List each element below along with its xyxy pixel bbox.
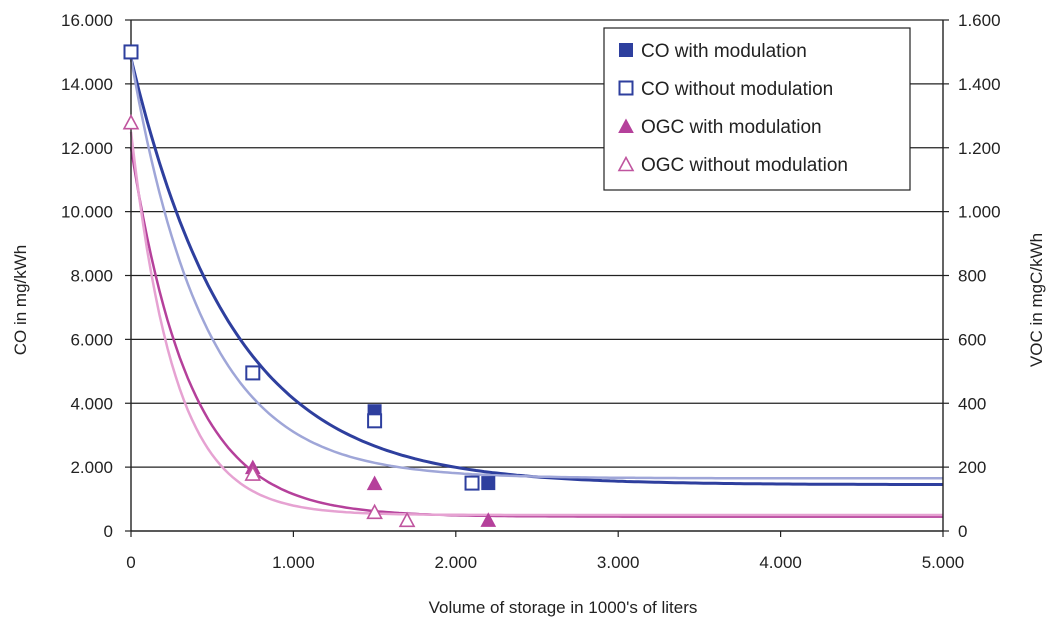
x-tick-label: 2.000 (435, 553, 478, 572)
x-axis-title: Volume of storage in 1000's of liters (429, 598, 698, 617)
y-right-tick-label: 1.400 (958, 75, 1001, 94)
y-right-tick-label: 0 (958, 522, 967, 541)
y-left-tick-label: 0 (104, 522, 113, 541)
trendline (129, 131, 943, 517)
data-point (398, 511, 416, 528)
y-left-tick-label: 8.000 (70, 267, 113, 286)
y-right-axis-title: VOC in mgC/kWh (1027, 233, 1046, 367)
y-right-tick-label: 400 (958, 394, 986, 413)
x-tick-label: 0 (126, 553, 135, 572)
legend-box (603, 27, 911, 191)
y-left-tick-labels: 0 2.000 4.000 6.000 8.000 10.000 12.000 14.000 1… (61, 11, 131, 541)
data-point (122, 114, 140, 130)
y-right-tick-label: 1.200 (958, 139, 1001, 158)
data-point (245, 365, 261, 381)
data-point (366, 475, 383, 491)
y-right-tick-label: 1.000 (958, 203, 1001, 222)
x-tick-labels: 0 1.000 2.000 3.000 4.000 5.000 (126, 531, 964, 572)
data-point (481, 476, 496, 491)
y-left-tick-label: 16.000 (61, 11, 113, 30)
data-point (480, 512, 497, 527)
legend-marker (619, 43, 633, 57)
y-left-tick-label: 12.000 (61, 139, 113, 158)
y-right-tick-label: 600 (958, 330, 986, 349)
legend-marker (618, 80, 634, 96)
legend-entry: OGC without modulation (641, 155, 848, 176)
y-left-tick-label: 6.000 (70, 330, 113, 349)
data-point (464, 475, 480, 491)
y-left-tick-label: 10.000 (61, 203, 113, 222)
y-right-tick-label: 200 (958, 458, 986, 477)
legend-entry: CO with modulation (641, 41, 807, 62)
trendline (129, 147, 943, 518)
data-point (366, 503, 383, 520)
x-tick-label: 5.000 (922, 553, 965, 572)
y-left-tick-label: 4.000 (70, 394, 113, 413)
x-tick-label: 4.000 (759, 553, 802, 572)
y-left-tick-label: 2.000 (70, 458, 113, 477)
legend-marker (617, 155, 635, 172)
trendlines (129, 57, 943, 518)
data-point (244, 465, 262, 481)
y-left-axis-title: CO in mg/kWh (11, 245, 30, 356)
legend: CO with modulation CO without modulation O… (603, 27, 911, 191)
trendline (129, 58, 943, 480)
x-tick-label: 3.000 (597, 553, 640, 572)
legend-entry: CO without modulation (641, 79, 833, 100)
y-right-tick-labels: 0 200 400 600 800 1.000 1.200 1.400 1.600 (943, 11, 1001, 541)
data-point (123, 44, 139, 60)
y-left-tick-label: 14.000 (61, 75, 113, 94)
y-right-tick-label: 800 (958, 267, 986, 286)
gridlines (131, 19, 943, 468)
legend-entry: OGC with modulation (641, 117, 822, 138)
data-points (122, 44, 497, 528)
y-right-tick-label: 1.600 (958, 11, 1001, 30)
x-tick-label: 1.000 (272, 553, 315, 572)
data-point (367, 413, 383, 429)
legend-marker (618, 118, 634, 133)
